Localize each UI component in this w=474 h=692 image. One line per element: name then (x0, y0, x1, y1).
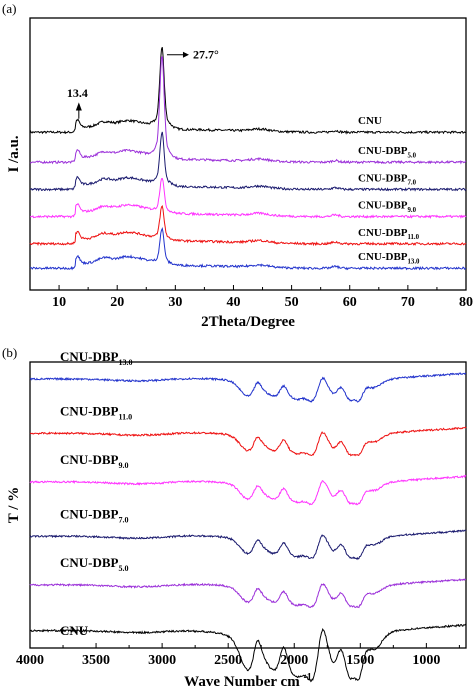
panel-b-legend-label: CNU-DBP5.0 (60, 555, 129, 573)
panel-b-series-line (29, 529, 467, 561)
panel-a-series-line (29, 205, 467, 247)
panel-a-label: (a) (2, 1, 16, 16)
panel-a-legend-label: CNU-DBP7.0 (358, 172, 417, 186)
panel-b-xtick-label: 3500 (82, 653, 110, 668)
panel-b-xtick-label: 3000 (148, 653, 176, 668)
panel-a-series-line (29, 47, 467, 135)
panel-b-xtick-label: 1500 (346, 653, 374, 668)
panel-a-xtick-label: 40 (226, 295, 240, 310)
panel-a-series-line (29, 227, 467, 271)
panel-b-legend-label: CNU-DBP7.0 (60, 506, 129, 524)
panel-b-legend-label: CNU-DBP9.0 (60, 452, 129, 470)
panel-b-frame (29, 361, 467, 649)
panel-a-xtick-label: 10 (52, 295, 66, 310)
panel-a-annotation: 27.7° (193, 48, 219, 62)
panel-a-xtick-label: 80 (459, 295, 473, 310)
panel-b-series-line (29, 426, 467, 457)
panel-a-arrow-right-head (182, 51, 189, 58)
panel-b-series-line (29, 474, 467, 506)
panel-a-legend-label: CNU-DBP9.0 (358, 200, 417, 214)
panel-b-series-line (29, 372, 467, 403)
panel-b-xtick-label: 2000 (280, 653, 308, 668)
panel-a-arrow-up-head (75, 102, 82, 111)
panel-a-frame (29, 17, 467, 291)
panel-a-xtick-label: 60 (343, 295, 357, 310)
panel-a-legend-label: CNU-DBP11.0 (358, 227, 420, 241)
panel-a-xtick-label: 50 (285, 295, 299, 310)
panel-a-legend-label: CNU (358, 115, 382, 127)
panel-b-ylabel: T / % (6, 487, 22, 523)
panel-a-xtick-label: 70 (401, 295, 415, 310)
panel-b-legend-label: CNU-DBP13.0 (60, 349, 133, 367)
panel-a-xtick-label: 30 (168, 295, 182, 310)
panel-b-xtick-label: 4000 (16, 653, 44, 668)
panel-a-legend-label: CNU-DBP13.0 (358, 251, 420, 265)
panel-a-series-line (29, 131, 467, 192)
panel-a-ylabel: I /a.u. (6, 135, 22, 172)
panel-a-xlabel: 2Theta/Degree (201, 314, 295, 330)
panel-b-label: (b) (2, 345, 17, 360)
panel-b-legend-label: CNU (60, 623, 89, 638)
panel-a-annotation: 13.4 (67, 86, 88, 100)
panel-a-series-line (29, 177, 467, 220)
panel-a-xtick-label: 20 (110, 295, 124, 310)
panel-a-series-line (29, 56, 467, 165)
panel-b-xtick-label: 2500 (214, 653, 242, 668)
panel-b-legend-label: CNU-DBP11.0 (60, 404, 132, 422)
panel-b-xtick-label: 1000 (412, 653, 440, 668)
panel-b-series-line (29, 623, 467, 683)
panel-a-legend-label: CNU-DBP5.0 (358, 145, 417, 159)
panel-b-series-line (29, 578, 467, 609)
